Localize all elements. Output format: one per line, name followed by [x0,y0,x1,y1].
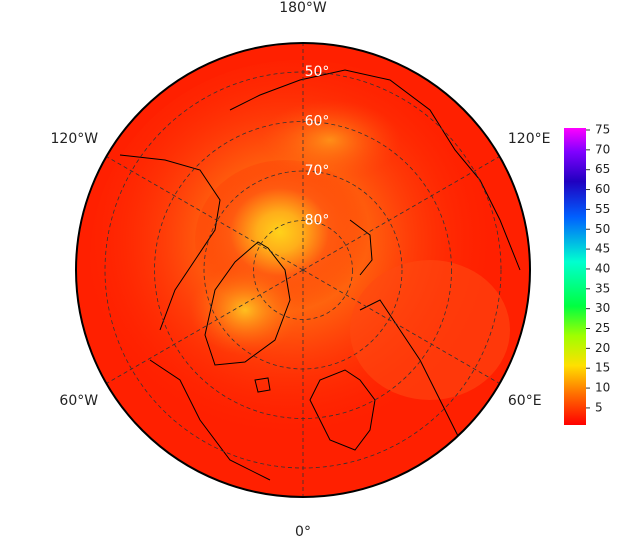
colorbar-tick-label: 15 [595,361,610,375]
colorbar [564,128,586,425]
colorbar-tick-label: 35 [595,281,610,295]
meridian [106,269,304,384]
colorbar-tick-label: 5 [595,400,603,414]
field [76,43,530,497]
colorbar-tick-label: 30 [595,301,610,315]
colorbar-tick-label: 50 [595,222,610,236]
colorbar-tick-label: 75 [595,122,610,136]
map-border [75,42,531,498]
longitude-label: 120°W [51,131,99,147]
latitude-label: 60° [305,114,330,130]
meridian [106,156,304,271]
longitude-label: 60°E [508,393,542,409]
colorbar-tick-label: 10 [595,381,610,395]
colorbar-tick-label: 70 [595,142,610,156]
latitude-label: 70° [305,163,330,179]
colorbar-tick-label: 60 [595,182,610,196]
colorbar-tick-label: 40 [595,261,610,275]
colorbar-tick-label: 20 [595,341,610,355]
colorbar-tick-label: 45 [595,242,610,256]
colorbar-tick-label: 55 [595,202,610,216]
meridian [302,156,500,271]
coastlines [119,69,521,481]
longitude-label: 180°W [279,0,327,16]
longitude-label: 120°E [508,131,551,147]
graticule [104,43,502,497]
latitude-label: 80° [305,213,330,229]
latitude-label: 50° [305,64,330,80]
colorbar-tick-label: 65 [595,162,610,176]
colorbar-tick-label: 25 [595,321,610,335]
longitude-label: 0° [295,524,311,540]
longitude-label: 60°W [59,393,98,409]
meridian [302,269,500,384]
